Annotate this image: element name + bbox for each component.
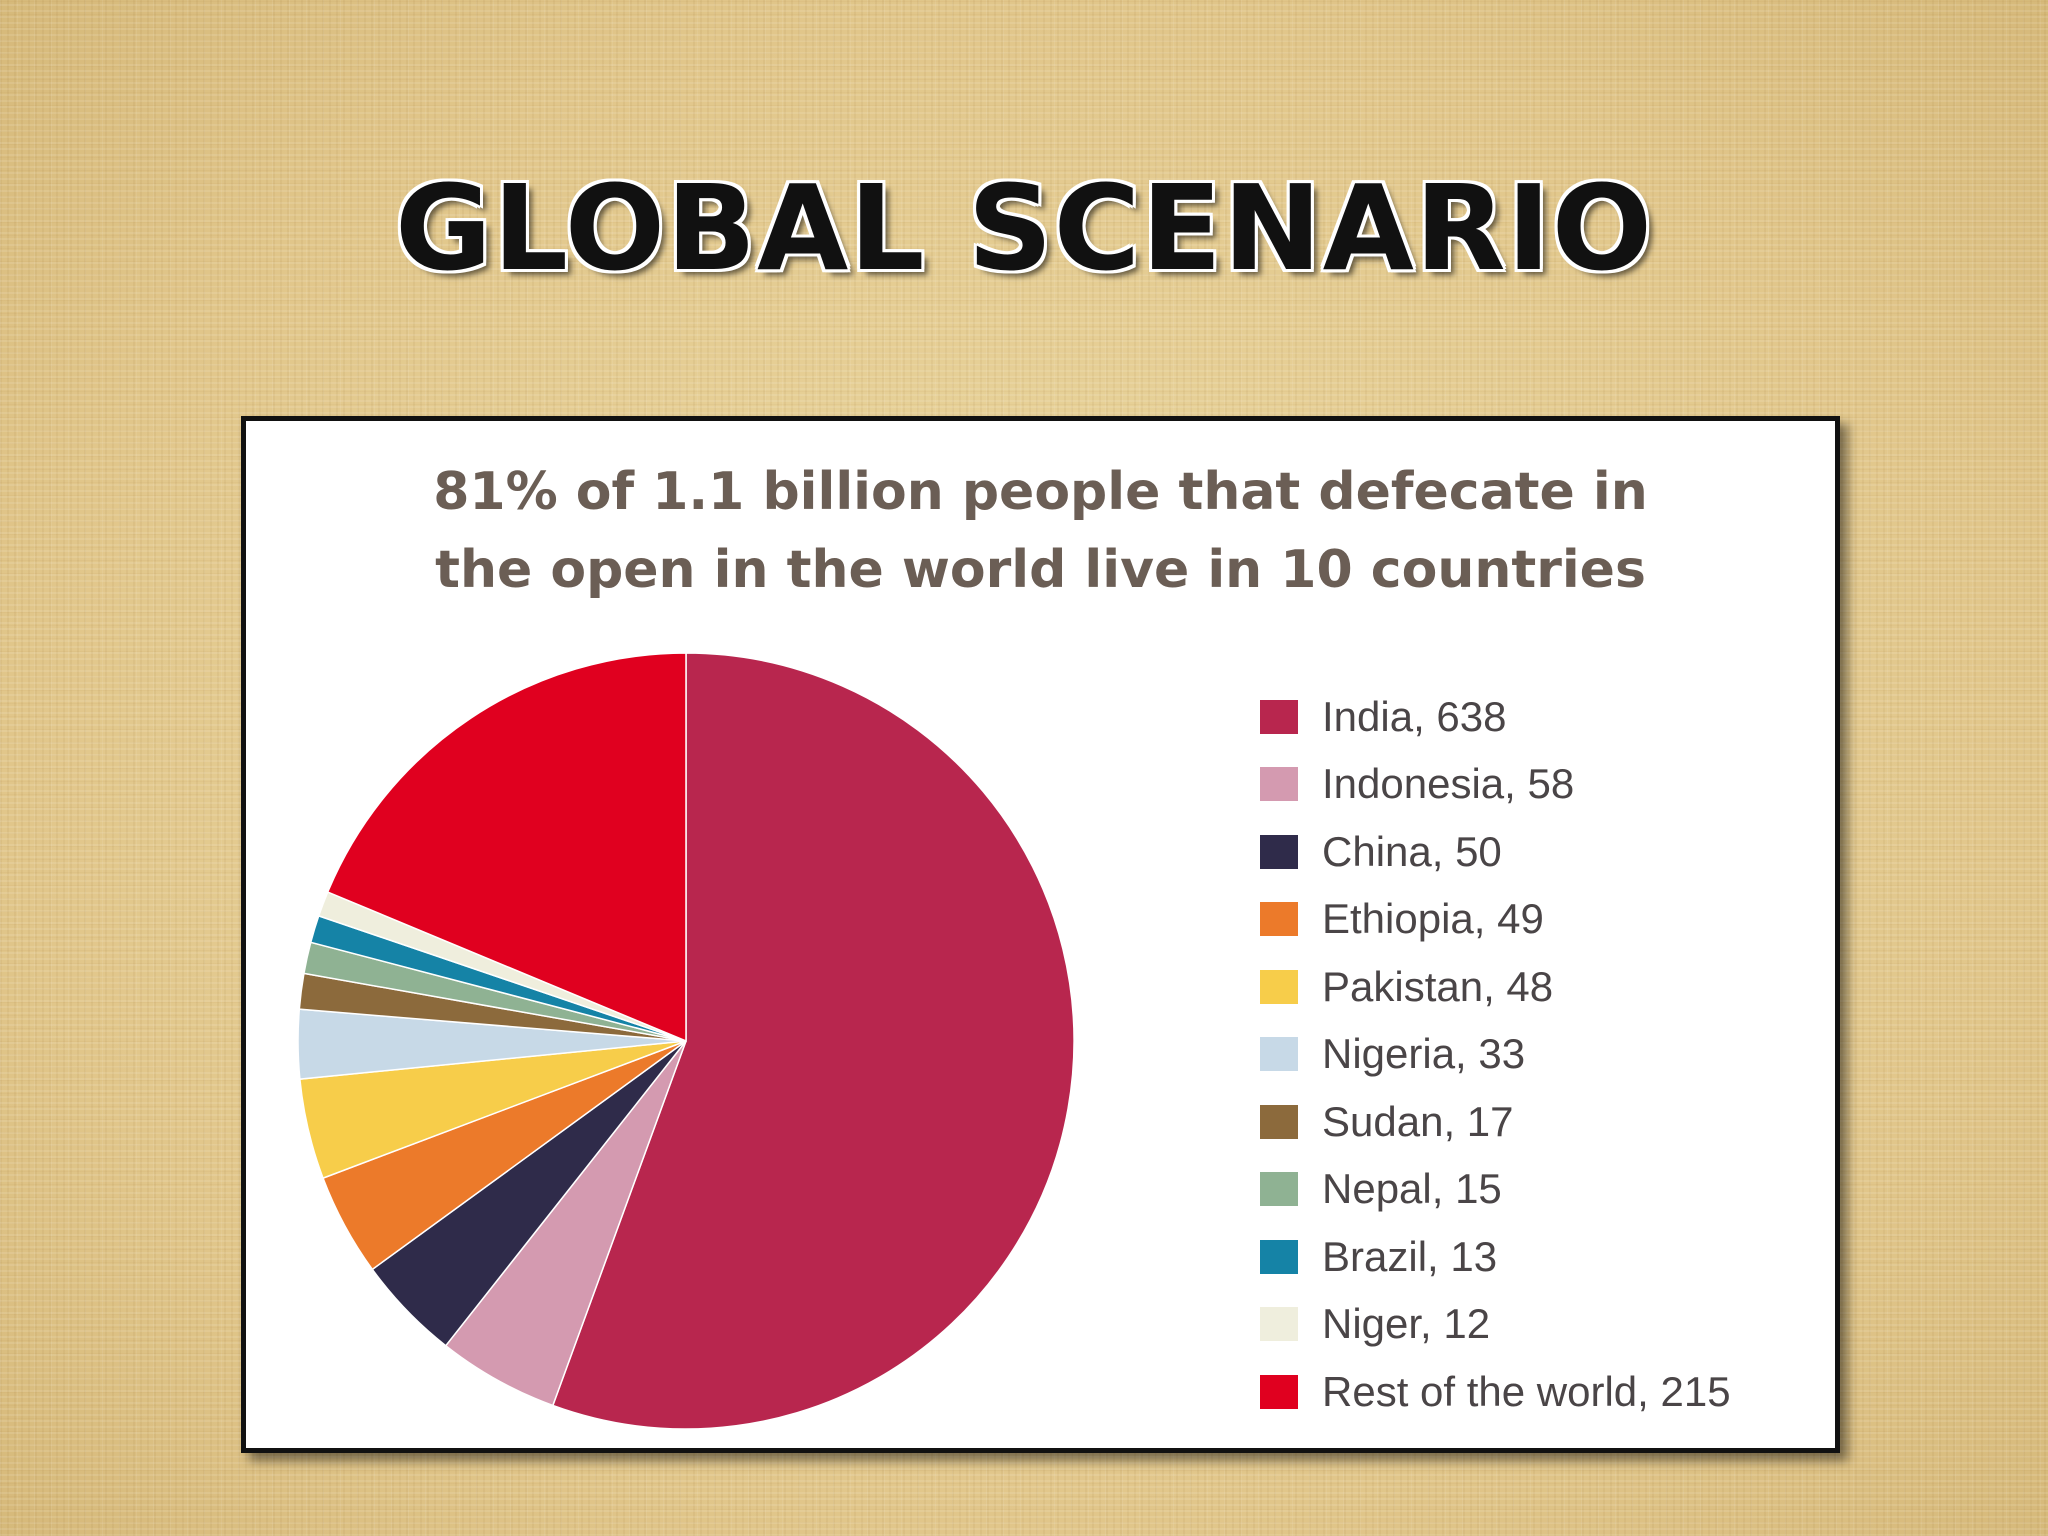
legend-swatch <box>1260 1239 1298 1274</box>
legend-item-ethiopia: Ethiopia, 49 <box>1260 886 1820 954</box>
chart-title-line-1: 81% of 1.1 billion people that defecate … <box>433 462 1648 522</box>
legend-item-rest-of-the-world: Rest of the world, 215 <box>1260 1358 1820 1426</box>
legend-item-indonesia: Indonesia, 58 <box>1260 751 1820 819</box>
legend-label: Nigeria, 33 <box>1322 1030 1526 1078</box>
chart-title: 81% of 1.1 billion people that defecate … <box>246 453 1835 609</box>
legend-label: Ethiopia, 49 <box>1322 895 1544 943</box>
legend-item-nepal: Nepal, 15 <box>1260 1156 1820 1224</box>
legend-swatch <box>1260 1307 1298 1342</box>
legend-label: Sudan, 17 <box>1322 1097 1514 1145</box>
legend-swatch <box>1260 1172 1298 1207</box>
chart-title-line-2: the open in the world live in 10 countri… <box>435 540 1646 600</box>
chart-legend: India, 638 Indonesia, 58 China, 50 Ethiopia… <box>1260 683 1820 1426</box>
legend-label: Rest of the world, 215 <box>1322 1367 1731 1415</box>
legend-label: Pakistan, 48 <box>1322 962 1554 1010</box>
pie-slice-india <box>551 652 1075 1430</box>
legend-label: India, 638 <box>1322 692 1507 740</box>
legend-swatch <box>1260 1037 1298 1072</box>
legend-swatch <box>1260 767 1298 802</box>
legend-swatch <box>1260 834 1298 869</box>
legend-swatch <box>1260 1374 1298 1409</box>
legend-item-niger: Niger, 12 <box>1260 1291 1820 1359</box>
legend-swatch <box>1260 902 1298 937</box>
legend-item-china: China, 50 <box>1260 818 1820 886</box>
chart-frame: 81% of 1.1 billion people that defecate … <box>241 416 1840 1453</box>
legend-item-sudan: Sudan, 17 <box>1260 1088 1820 1156</box>
legend-label: Niger, 12 <box>1322 1300 1491 1348</box>
legend-label: Nepal, 15 <box>1322 1165 1502 1213</box>
legend-item-pakistan: Pakistan, 48 <box>1260 953 1820 1021</box>
legend-swatch <box>1260 969 1298 1004</box>
legend-label: China, 50 <box>1322 827 1502 875</box>
pie-chart <box>297 652 1075 1430</box>
slide-title: GLOBAL SCENARIO <box>394 159 1654 297</box>
legend-swatch <box>1260 1104 1298 1139</box>
legend-label: Indonesia, 58 <box>1322 760 1575 808</box>
legend-swatch <box>1260 699 1298 734</box>
pie-slice-rest-of-the-world <box>326 652 687 1043</box>
legend-item-brazil: Brazil, 13 <box>1260 1223 1820 1291</box>
legend-item-india: India, 638 <box>1260 683 1820 751</box>
legend-item-nigeria: Nigeria, 33 <box>1260 1021 1820 1089</box>
legend-label: Brazil, 13 <box>1322 1232 1498 1280</box>
